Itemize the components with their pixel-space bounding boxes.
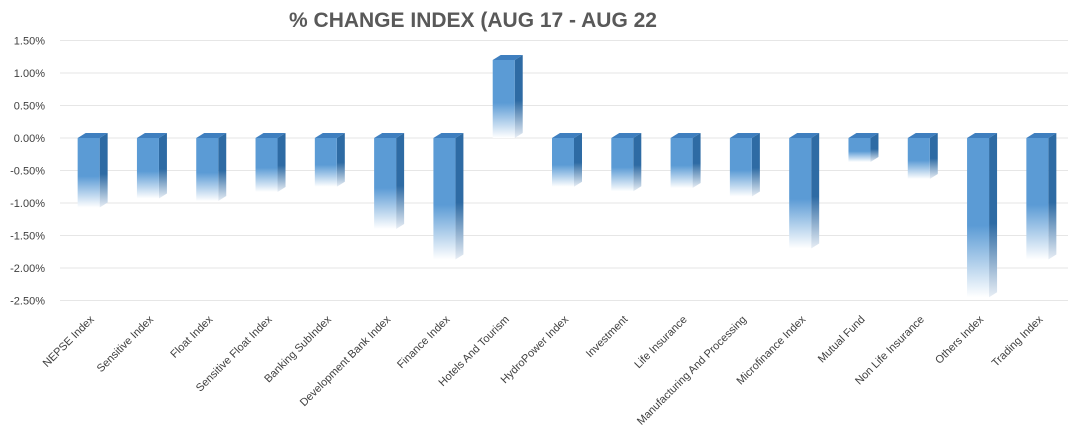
bar-top-face — [433, 133, 464, 138]
bar-top-face — [314, 133, 345, 138]
y-axis: 1.50% 1.00% 0.50% 0.00% -0.50% -1.00% -1.50% -2… — [10, 36, 45, 308]
bar-side-face — [396, 133, 405, 229]
y-tick-label: 1.00% — [14, 68, 45, 80]
bar-side-face — [158, 133, 167, 199]
bar-top-face — [77, 133, 108, 138]
bar-top-face — [1026, 133, 1057, 138]
bar-front-face — [789, 138, 812, 249]
x-tick-label: Life Insurance — [632, 314, 689, 371]
bar-front-face — [729, 138, 752, 197]
bar-front-face — [1026, 138, 1049, 260]
bar-side-face — [692, 133, 701, 189]
bar-front-face — [255, 138, 278, 192]
x-tick-label: Finance Index — [395, 313, 453, 371]
bar — [552, 133, 582, 187]
bar-side-face — [633, 133, 642, 192]
bar-front-face — [848, 138, 871, 163]
x-tick-label: Others Index — [933, 313, 986, 366]
bar-top-face — [552, 133, 582, 138]
y-tick-label: 1.50% — [14, 36, 45, 48]
bar-front-face — [611, 138, 634, 192]
bar-side-face — [514, 55, 523, 138]
y-tick-label: -1.50% — [10, 231, 45, 243]
bar-front-face — [907, 138, 930, 179]
bar — [1026, 133, 1057, 260]
bar-top-face — [729, 133, 760, 138]
bar — [907, 133, 938, 179]
bar-side-face — [870, 133, 879, 163]
bars — [77, 55, 1057, 298]
x-tick-label: NEPSE Index — [41, 313, 97, 369]
bar — [729, 133, 760, 197]
bar — [374, 133, 405, 229]
y-tick-label: -2.50% — [10, 296, 45, 308]
bar — [670, 133, 701, 189]
x-tick-label: Sensitive Index — [95, 313, 157, 375]
bar-top-face — [670, 133, 701, 138]
bar-top-face — [255, 133, 286, 138]
bar-front-face — [136, 138, 159, 199]
y-tick-label: -2.00% — [10, 263, 45, 275]
bar-front-face — [492, 60, 515, 138]
bar-front-face — [670, 138, 693, 189]
y-tick-label: -1.00% — [10, 198, 45, 210]
bar-top-face — [789, 133, 820, 138]
bar-top-face — [611, 133, 642, 138]
y-tick-label: 0.00% — [14, 133, 45, 145]
bar — [77, 133, 108, 208]
bar — [314, 133, 345, 187]
bar — [789, 133, 820, 249]
bar-side-face — [751, 133, 760, 197]
bar-side-face — [218, 133, 227, 202]
bar-top-face — [907, 133, 938, 138]
bar-side-face — [574, 133, 582, 187]
x-tick-label: Investment — [584, 314, 631, 361]
bar-front-face — [552, 138, 574, 187]
bar-front-face — [77, 138, 100, 208]
bar — [255, 133, 286, 192]
y-tick-label: -0.50% — [10, 166, 45, 178]
bar — [967, 133, 998, 298]
bar-top-face — [492, 55, 523, 60]
bar — [611, 133, 642, 192]
bar — [136, 133, 167, 199]
bar-side-face — [929, 133, 938, 179]
bar-top-face — [374, 133, 405, 138]
bar — [492, 55, 523, 138]
x-tick-label: Manufacturing And Processing — [635, 314, 749, 428]
bar-side-face — [277, 133, 286, 192]
bar-side-face — [811, 133, 820, 249]
bar — [848, 133, 879, 163]
bar-front-face — [967, 138, 990, 298]
y-tick-label: 0.50% — [14, 101, 45, 113]
bar — [196, 133, 227, 202]
bar-front-face — [433, 138, 456, 260]
x-tick-label: Float Index — [168, 313, 215, 360]
bar-side-face — [336, 133, 345, 187]
bar-side-face — [99, 133, 108, 208]
chart-title: % CHANGE INDEX (AUG 17 - AUG 22 — [289, 9, 657, 32]
bar-top-face — [848, 133, 879, 138]
bar-top-face — [136, 133, 167, 138]
bar-top-face — [967, 133, 998, 138]
bar-front-face — [196, 138, 219, 202]
bar-side-face — [989, 133, 998, 298]
bar-side-face — [1048, 133, 1057, 260]
bar-top-face — [196, 133, 227, 138]
bar-side-face — [455, 133, 464, 260]
x-tick-label: Trading Index — [990, 313, 1046, 369]
x-tick-label: Mutual Fund — [816, 314, 868, 366]
bar-front-face — [374, 138, 397, 229]
bar-front-face — [314, 138, 337, 187]
bar — [433, 133, 464, 260]
